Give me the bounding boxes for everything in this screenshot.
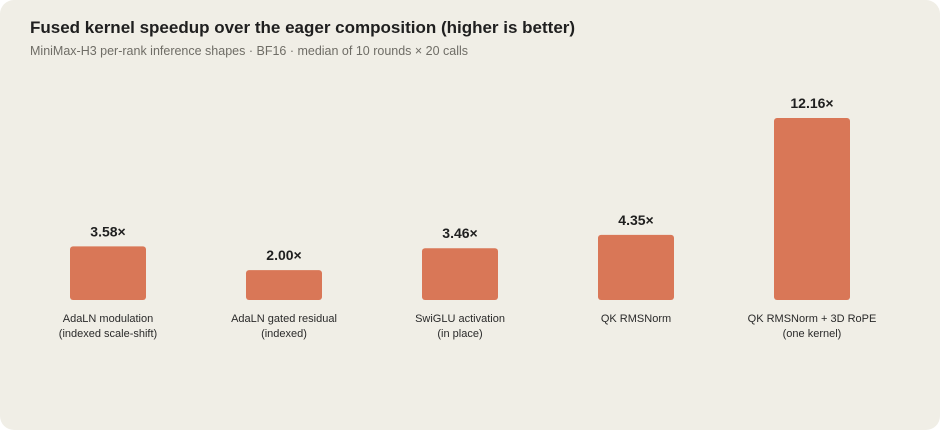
bar-4 (774, 118, 850, 300)
category-label-1-1: (indexed) (261, 328, 307, 340)
category-label-2-1: (in place) (437, 328, 482, 340)
category-label-4-1: (one kernel) (783, 328, 842, 340)
category-label-1-0: AdaLN gated residual (231, 313, 337, 325)
category-label-4-0: QK RMSNorm + 3D RoPE (748, 313, 877, 325)
bar-0 (70, 246, 146, 300)
value-label-1: 2.00× (266, 247, 301, 263)
chart-title: Fused kernel speedup over the eager comp… (30, 18, 576, 37)
value-label-3: 4.35× (618, 212, 653, 228)
bar-1 (246, 270, 322, 300)
category-label-3-0: QK RMSNorm (601, 313, 671, 325)
chart-subtitle: MiniMax-H3 per-rank inference shapes · B… (30, 44, 469, 58)
category-label-2-0: SwiGLU activation (415, 313, 505, 325)
value-label-0: 3.58× (90, 223, 125, 239)
bar-2 (422, 248, 498, 300)
category-label-0-0: AdaLN modulation (63, 313, 154, 325)
bar-3 (598, 234, 674, 300)
value-label-2: 3.46× (442, 225, 477, 241)
value-label-4: 12.16× (790, 95, 833, 111)
category-label-0-1: (indexed scale-shift) (59, 328, 157, 340)
